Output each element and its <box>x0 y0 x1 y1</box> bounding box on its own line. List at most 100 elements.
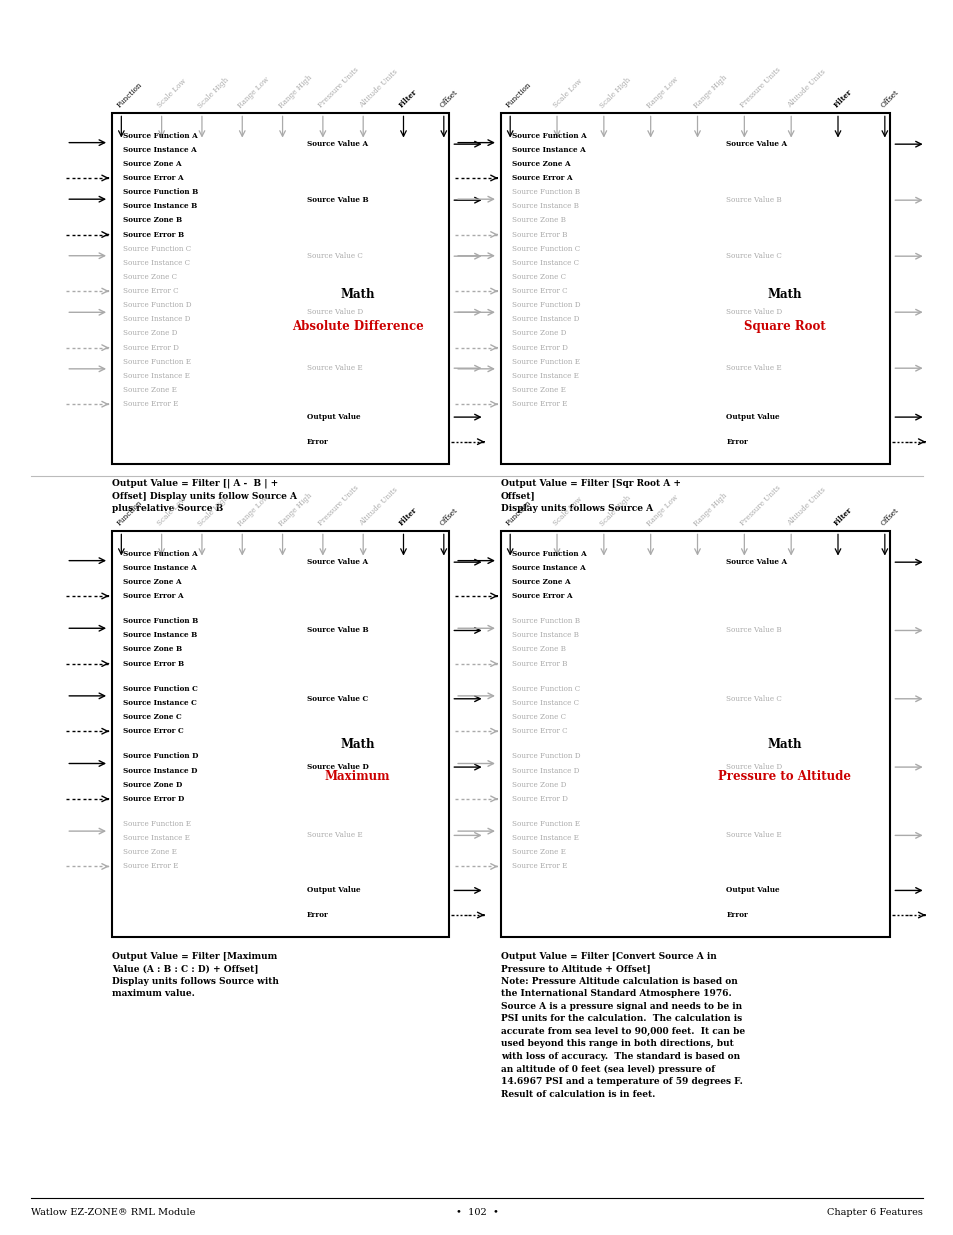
Text: Source Zone A: Source Zone A <box>512 578 570 585</box>
Text: Scale High: Scale High <box>196 75 231 110</box>
Text: Source Zone B: Source Zone B <box>512 646 565 653</box>
Text: Source Function D: Source Function D <box>123 301 192 309</box>
Text: Error: Error <box>307 437 329 446</box>
Text: Source Error D: Source Error D <box>512 795 567 803</box>
Text: Source Zone D: Source Zone D <box>512 781 566 789</box>
Bar <box>500 531 888 937</box>
Text: Source Error A: Source Error A <box>512 592 572 600</box>
Text: Source Function C: Source Function C <box>123 685 198 693</box>
Text: Source Error E: Source Error E <box>123 862 178 871</box>
Text: Source Instance C: Source Instance C <box>123 259 191 267</box>
Text: Source Instance A: Source Instance A <box>512 146 585 153</box>
Text: Source Function A: Source Function A <box>512 132 586 140</box>
Text: Source Function A: Source Function A <box>512 550 586 557</box>
Text: Function: Function <box>115 499 144 527</box>
Text: Source Function D: Source Function D <box>512 301 580 309</box>
Text: Source Value E: Source Value E <box>307 831 362 840</box>
Text: Range High: Range High <box>276 73 314 110</box>
Text: Source Zone A: Source Zone A <box>512 159 570 168</box>
Text: Output Value: Output Value <box>725 412 779 421</box>
Text: Error: Error <box>307 911 329 919</box>
Text: Source Value C: Source Value C <box>725 695 781 703</box>
Text: Source Function C: Source Function C <box>512 685 579 693</box>
Text: Source Value B: Source Value B <box>725 196 781 204</box>
Text: Source Error B: Source Error B <box>512 659 567 668</box>
Text: Range Low: Range Low <box>236 75 271 110</box>
Text: Source Instance B: Source Instance B <box>512 203 578 210</box>
Text: Source Instance B: Source Instance B <box>123 631 197 640</box>
Text: Source Instance D: Source Instance D <box>512 767 578 774</box>
Text: Source Function A: Source Function A <box>123 132 198 140</box>
Text: Chapter 6 Features: Chapter 6 Features <box>826 1208 922 1216</box>
Text: Source Zone E: Source Zone E <box>512 387 565 394</box>
Text: Source Value B: Source Value B <box>725 626 781 635</box>
Text: •  102  •: • 102 • <box>456 1208 497 1216</box>
Text: Source Error A: Source Error A <box>512 174 572 182</box>
Text: Source Instance D: Source Instance D <box>512 315 578 324</box>
Text: Source Zone D: Source Zone D <box>512 330 566 337</box>
Text: Filter: Filter <box>831 506 853 527</box>
Text: Source Function B: Source Function B <box>512 188 579 196</box>
Text: Source Error B: Source Error B <box>512 231 567 238</box>
Text: Source Error D: Source Error D <box>512 343 567 352</box>
Text: Source Zone C: Source Zone C <box>512 273 566 280</box>
Text: Function: Function <box>504 499 533 527</box>
Text: Source Zone B: Source Zone B <box>123 646 182 653</box>
Text: Source Function B: Source Function B <box>123 188 198 196</box>
Text: Altitude Units: Altitude Units <box>784 68 826 110</box>
Text: Filter: Filter <box>397 506 419 527</box>
Text: Source Value A: Source Value A <box>307 140 368 148</box>
Text: Source Instance B: Source Instance B <box>512 631 578 640</box>
Text: Source Error C: Source Error C <box>123 727 184 735</box>
Text: Source Zone C: Source Zone C <box>512 713 566 721</box>
Text: Source Error A: Source Error A <box>123 174 184 182</box>
Text: Source Zone B: Source Zone B <box>123 216 182 225</box>
Text: Offset: Offset <box>879 89 900 110</box>
Text: Pressure Units: Pressure Units <box>317 67 360 110</box>
Text: Output Value: Output Value <box>307 887 360 894</box>
Text: Output Value = Filter [Sqr Root A +
Offset]
Display units follows Source A: Output Value = Filter [Sqr Root A + Offs… <box>500 479 680 513</box>
Bar <box>112 531 448 937</box>
Text: Square Root: Square Root <box>743 320 824 333</box>
Text: Source Function C: Source Function C <box>123 245 192 253</box>
Text: Filter: Filter <box>831 88 853 110</box>
Text: Scale Low: Scale Low <box>551 495 583 527</box>
Text: Source Value A: Source Value A <box>307 558 368 566</box>
Text: Pressure Units: Pressure Units <box>738 67 781 110</box>
Text: Source Function E: Source Function E <box>512 820 579 827</box>
Text: Source Error E: Source Error E <box>123 400 178 409</box>
Text: Output Value = Filter [Maximum
Value (A : B : C : D) + Offset]
Display units fol: Output Value = Filter [Maximum Value (A … <box>112 952 278 998</box>
Text: Source Instance E: Source Instance E <box>123 372 190 380</box>
Text: Scale High: Scale High <box>598 75 632 110</box>
Text: Source Function C: Source Function C <box>512 245 579 253</box>
Text: Source Value A: Source Value A <box>725 558 786 566</box>
Text: Source Instance E: Source Instance E <box>512 372 578 380</box>
Text: Source Function B: Source Function B <box>123 618 198 625</box>
Text: Source Function D: Source Function D <box>512 752 580 761</box>
Text: Source Value D: Source Value D <box>307 763 369 771</box>
Text: Source Zone E: Source Zone E <box>123 387 177 394</box>
Text: Source Error E: Source Error E <box>512 862 567 871</box>
Text: Filter: Filter <box>397 88 419 110</box>
Text: Range Low: Range Low <box>236 493 271 527</box>
Text: Source Error E: Source Error E <box>512 400 567 409</box>
Text: Altitude Units: Altitude Units <box>784 487 826 527</box>
Text: Source Instance A: Source Instance A <box>123 146 196 153</box>
Text: Source Value D: Source Value D <box>725 309 781 316</box>
Text: Source Function D: Source Function D <box>123 752 198 761</box>
Text: Watlow EZ-ZONE® RML Module: Watlow EZ-ZONE® RML Module <box>31 1208 195 1216</box>
Text: Source Error C: Source Error C <box>123 287 178 295</box>
Text: Source Zone E: Source Zone E <box>123 848 177 856</box>
Text: Source Error C: Source Error C <box>512 287 567 295</box>
Text: Source Error B: Source Error B <box>123 231 184 238</box>
Text: Range High: Range High <box>276 492 314 527</box>
Text: Source Instance E: Source Instance E <box>512 834 578 842</box>
Text: Offset: Offset <box>879 506 900 527</box>
Text: Source Error D: Source Error D <box>123 795 184 803</box>
Text: Source Function A: Source Function A <box>123 550 198 557</box>
Text: Source Zone A: Source Zone A <box>123 578 182 585</box>
Text: Source Error D: Source Error D <box>123 343 179 352</box>
Text: Source Value E: Source Value E <box>307 364 362 372</box>
Text: Output Value = Filter [| A -  B | +
Offset] Display units follow Source A
plus r: Output Value = Filter [| A - B | + Offse… <box>112 479 296 513</box>
Text: Source Instance C: Source Instance C <box>512 259 578 267</box>
